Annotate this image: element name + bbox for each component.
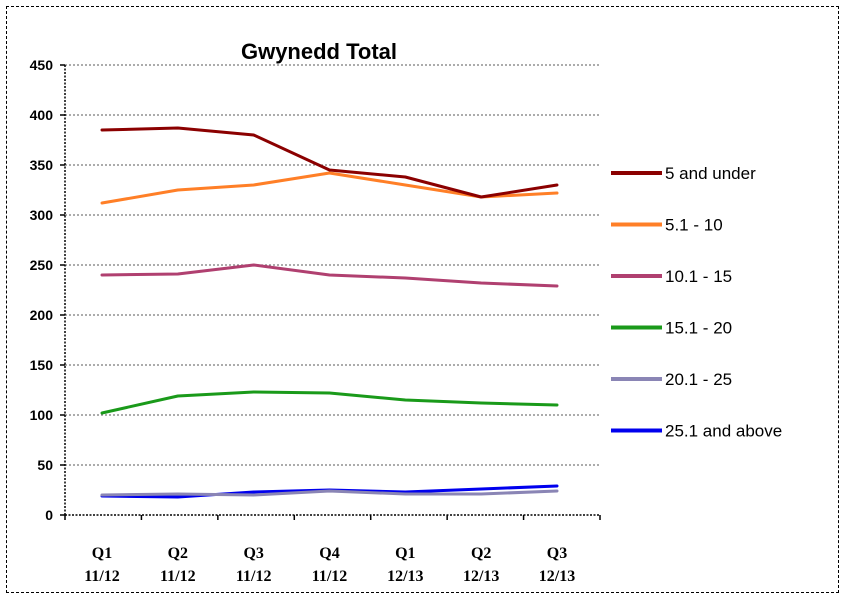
axes bbox=[60, 64, 601, 520]
y-tick-label: 200 bbox=[30, 307, 54, 323]
x-axis-ticks: Q1 11/12 Q2 11/12 Q3 11/12 Q4 11/12 Q1 12/13 Q2 12/… bbox=[84, 545, 575, 585]
y-tick-label: 50 bbox=[37, 457, 53, 473]
series-line bbox=[100, 171, 559, 205]
y-tick-label: 150 bbox=[30, 357, 54, 373]
x-tick-label: Q2 11/12 bbox=[160, 545, 196, 585]
series-line bbox=[100, 489, 559, 497]
x-tick-label: Q1 12/13 bbox=[387, 545, 423, 585]
legend-label: 10.1 - 15 bbox=[665, 267, 732, 286]
legend-label: 15.1 - 20 bbox=[665, 319, 732, 338]
gridlines bbox=[65, 64, 600, 466]
chart-title: Gwynedd Total bbox=[241, 39, 397, 64]
x-tick-label: Q1 11/12 bbox=[84, 545, 120, 585]
y-tick-label: 350 bbox=[30, 157, 54, 173]
legend: 5 and under 5.1 - 10 10.1 - 15 15.1 - 20 20.… bbox=[611, 164, 782, 441]
y-tick-label: 450 bbox=[30, 57, 54, 73]
chart-frame: Gwynedd Total 0 50 100 150 200 250 300 350 400 45… bbox=[6, 6, 839, 593]
x-tick-label: Q3 11/12 bbox=[236, 545, 272, 585]
legend-label: 5.1 - 10 bbox=[665, 216, 723, 235]
x-tick-label: Q2 12/13 bbox=[463, 545, 499, 585]
series-line bbox=[100, 390, 559, 415]
legend-label: 20.1 - 25 bbox=[665, 370, 732, 389]
y-tick-label: 400 bbox=[30, 107, 54, 123]
y-tick-label: 0 bbox=[45, 507, 53, 523]
y-axis-ticks: 0 50 100 150 200 250 300 350 400 450 bbox=[30, 57, 54, 523]
series-line bbox=[100, 126, 559, 199]
legend-label: 25.1 and above bbox=[665, 422, 782, 441]
series-line bbox=[100, 263, 559, 288]
y-tick-label: 100 bbox=[30, 407, 54, 423]
y-tick-label: 250 bbox=[30, 257, 54, 273]
legend-label: 5 and under bbox=[665, 164, 756, 183]
x-tick-label: Q4 11/12 bbox=[312, 545, 348, 585]
y-tick-label: 300 bbox=[30, 207, 54, 223]
x-tick-label: Q3 12/13 bbox=[539, 545, 575, 585]
line-chart: Gwynedd Total 0 50 100 150 200 250 300 350 400 45… bbox=[30, 39, 783, 585]
series-lines bbox=[100, 126, 559, 499]
